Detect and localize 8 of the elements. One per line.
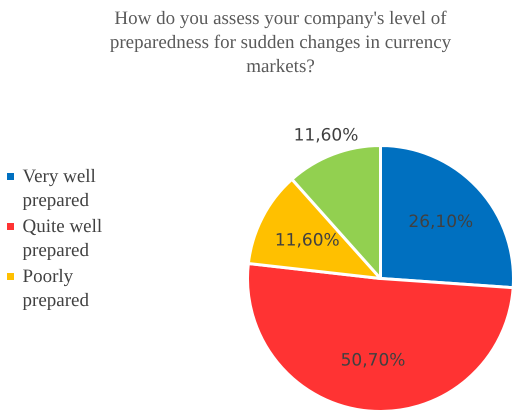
legend-label: Poorly prepared xyxy=(22,266,90,311)
legend-label: Quite well prepared xyxy=(22,216,102,261)
data-label: 11,60% xyxy=(274,230,340,251)
legend-label: Very well prepared xyxy=(22,166,96,211)
data-label: 50,70% xyxy=(340,350,406,371)
data-label: 11,60% xyxy=(294,126,358,146)
chart-title: How do you assess your company's level of preparedness for sudden changes in currency markets? xyxy=(110,8,452,77)
data-label: 26,10% xyxy=(408,212,474,232)
